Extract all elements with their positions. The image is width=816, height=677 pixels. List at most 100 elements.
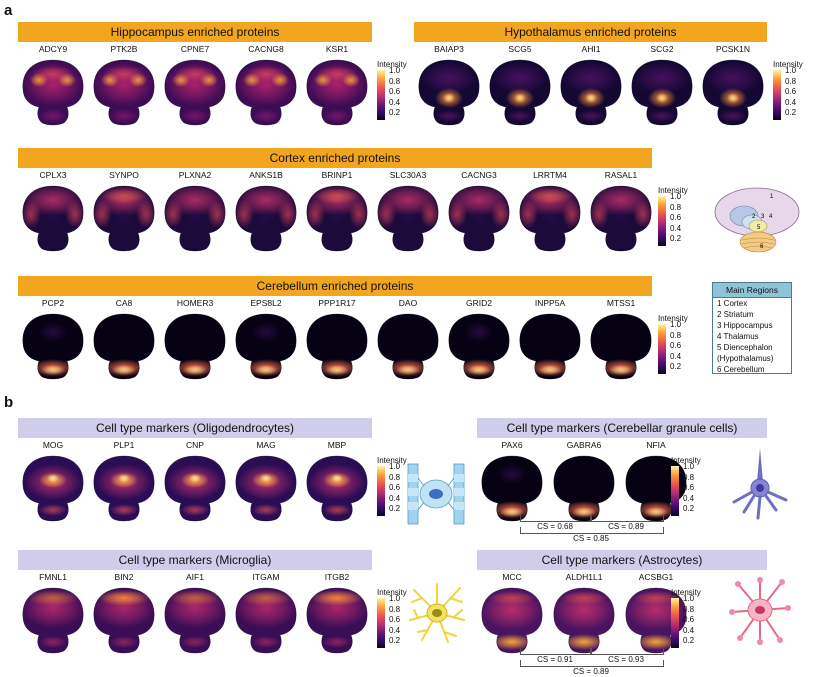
colorbar-tick: 0.8 [670,330,682,340]
brain-intensity-map [587,312,655,387]
protein-label: ACSBG1 [638,572,674,582]
banner-microglia: Cell type markers (Microglia) [18,550,372,570]
colorbar-tick: 0.6 [670,213,682,222]
atlas-number: 6 [760,244,764,250]
protein-label: MOG [42,440,64,450]
brain-intensity-map [232,586,300,661]
brain-intensity-map [303,184,371,259]
cs-value: CS = 0.85 [573,534,609,543]
protein-label: CNP [186,440,204,450]
cs-bracket [520,515,592,522]
legend-item: 3 Hippocampus [717,321,773,330]
brain-intensity-map [19,586,87,661]
protein-label: KSR1 [325,44,349,54]
brain-intensity-map [303,454,371,529]
colorbar-title: Intensity [658,314,688,323]
protein-label: SYNPO [109,170,139,180]
protein-label: BIN2 [114,572,134,582]
protein-label: ANKS1B [249,170,283,180]
protein-label: RASAL1 [604,170,638,180]
cs-value: CS = 0.89 [573,667,609,676]
brain-intensity-map [90,586,158,661]
protein-label: MBP [327,440,347,450]
colorbar-tick: 0.6 [389,483,401,492]
colorbar-tick: 0.4 [389,97,401,107]
brain-intensity-map [516,184,584,259]
protein-label: ITGB2 [324,572,350,582]
astrocyte-icon [729,577,791,645]
colorbar-tick: 0.8 [389,472,401,482]
colorbar-tick: 0.8 [389,76,401,86]
legend-title: Main Regions [713,283,791,298]
cs-value: CS = 0.68 [537,522,573,531]
colorbar-title: Intensity [671,588,701,597]
colorbar-tick: 1.0 [683,594,695,603]
brain-intensity-map [90,184,158,259]
colorbar-tick: 1.0 [785,66,797,75]
panel-label-a: a [4,2,13,19]
cs-bracket [590,515,664,522]
brain-intensity-map [628,58,696,133]
brain-intensity-map [232,454,300,529]
colorbar [377,70,385,120]
colorbar-title: Intensity [658,186,688,195]
brain-intensity-map [161,184,229,259]
brain-intensity-map [161,58,229,133]
colorbar-tick: 0.8 [670,202,682,212]
cs-value: CS = 0.89 [608,522,644,531]
legend-item: 1 Cortex [717,299,748,308]
protein-label: DAO [398,298,418,308]
brain-intensity-map [232,184,300,259]
brain-intensity-map [550,586,618,661]
protein-label: CACNG8 [248,44,284,54]
protein-label: GRID2 [466,298,492,308]
banner-hippocampus: Hippocampus enriched proteins [18,22,372,42]
protein-label: BAIAP3 [434,44,464,54]
brain-intensity-map [19,58,87,133]
brain-intensity-map [232,312,300,387]
colorbar-tick: 0.4 [389,625,401,635]
atlas-number: 5 [757,225,761,231]
brain-intensity-map [161,312,229,387]
cs-bracket [520,648,592,655]
panel-label-b: b [4,394,14,411]
brain-intensity-map [19,184,87,259]
cs-value: CS = 0.91 [537,655,573,664]
protein-label: HOMER3 [176,298,214,308]
colorbar-tick: 1.0 [670,320,682,329]
colorbar-tick: 0.6 [785,87,797,96]
colorbar-tick: 1.0 [389,462,401,471]
brain-intensity-map [445,184,513,259]
brain-intensity-map [699,58,767,133]
brain-intensity-map [374,184,442,259]
colorbar [658,324,666,374]
colorbar-tick: 0.6 [670,341,682,350]
protein-label: SCG2 [650,44,674,54]
colorbar-tick: 0.2 [670,362,682,371]
microglia-icon [409,583,465,643]
colorbar-tick: 0.2 [785,108,797,117]
protein-label: AHI1 [581,44,601,54]
main-regions-legend: Main Regions 1 Cortex 2 Striatum 3 Hippoca… [712,282,792,374]
oligodendrocyte-icon [407,463,465,525]
colorbar-tick: 0.2 [670,234,682,243]
colorbar-tick: 0.4 [670,351,682,361]
atlas-number: 2 [752,214,756,220]
cs-bracket [520,660,664,667]
banner-astrocytes: Cell type markers (Astrocytes) [477,550,767,570]
brain-intensity-map [445,312,513,387]
colorbar-tick: 1.0 [683,462,695,471]
protein-label: PPP1R17 [318,298,356,308]
brain-intensity-map [90,454,158,529]
colorbar-tick: 0.6 [683,483,695,492]
colorbar-tick: 0.2 [389,636,401,645]
protein-label: SLC30A3 [389,170,427,180]
brain-intensity-map [90,312,158,387]
colorbar-tick: 0.4 [785,97,797,107]
atlas-number: 1 [770,194,774,200]
colorbar [671,466,679,516]
protein-label: PAX6 [501,440,523,450]
legend-item: 2 Striatum [717,310,754,319]
brain-intensity-map [19,312,87,387]
protein-label: PTK2B [110,44,138,54]
